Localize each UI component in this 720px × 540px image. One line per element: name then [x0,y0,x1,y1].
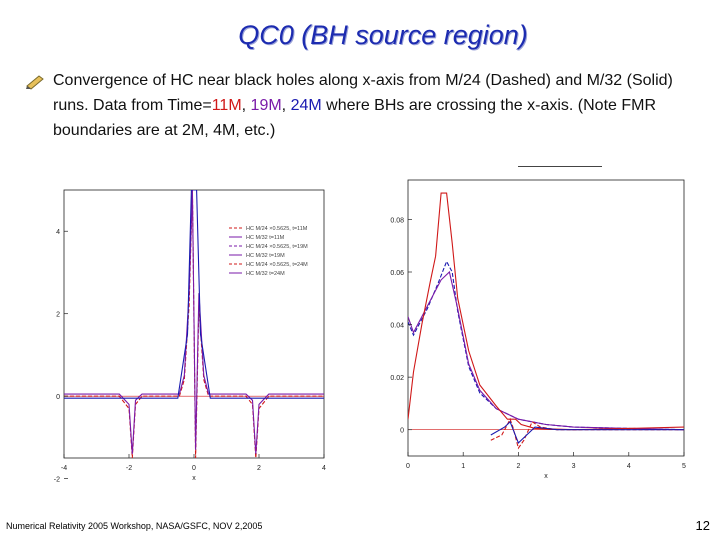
y-tick-label: 0.08 [390,217,404,224]
legend-entry: HC M/32 t=11M [246,235,285,241]
footer-text: Numerical Relativity 2005 Workshop, NASA… [6,521,263,531]
y-tick-label: 0.04 [390,323,404,330]
x-axis-label: x [192,475,196,482]
x-tick-label: -2 [126,465,132,472]
y-tick-label: 0.06 [390,270,404,277]
x-tick-label: -4 [61,465,67,472]
pencil-bullet-icon [26,75,44,90]
legend-entry: HC M/24 ×0.5625, t=11M [246,226,308,232]
page-number: 12 [695,518,710,533]
y-tick-label: 0 [56,394,60,401]
divider-line [518,166,602,167]
bullet-intro: Convergence of HC near black holes along… [53,72,673,114]
series-line-1 [408,260,684,431]
series-line-3 [64,190,324,399]
y-tick-label: 0 [400,428,404,435]
bullet-text: Convergence of HC near black holes along… [53,68,703,143]
time-11m: 11M [211,97,242,114]
series-line-5 [490,420,684,444]
time-19m: 19M [250,97,282,114]
x-tick-label: 5 [682,463,686,470]
x-tick-label: 4 [322,465,326,472]
x-tick-label: 2 [257,465,261,472]
series-line-2 [64,190,324,454]
series-line-2 [408,270,684,431]
x-tick-label: 4 [627,463,631,470]
x-axis-label: x [544,473,548,480]
x-tick-label: 3 [572,463,576,470]
y-tick-label: 4 [56,229,60,236]
series-line-3 [408,192,684,431]
x-tick-label: 1 [461,463,465,470]
legend-entry: HC M/32 t=24M [246,271,285,277]
time-24m: 24M [290,97,322,114]
bullet-sep-1: , [241,97,251,114]
y-tick-label: -2 [54,477,60,484]
x-tick-label: 0 [192,465,196,472]
legend-entry: HC M/24 ×0.5625, t=19M [246,244,308,250]
bullet-sep-2: , [281,97,291,114]
x-tick-label: 2 [516,463,520,470]
y-tick-label: 0.02 [390,375,404,382]
legend-entry: HC M/32 t=19M [246,253,285,259]
legend-entry: HC M/24 ×0.5625, t=24M [246,262,308,268]
y-tick-label: 2 [56,312,60,319]
x-tick-label: 0 [406,463,410,470]
slide-title: QC0 (BH source region) [238,20,528,50]
right-plot: 0 1 2 3 4 5 0.08 0.06 0.04 0.02 0 x [390,179,686,480]
bullet-outro: where BHs are crossing the x-axis. (Note… [53,97,657,139]
